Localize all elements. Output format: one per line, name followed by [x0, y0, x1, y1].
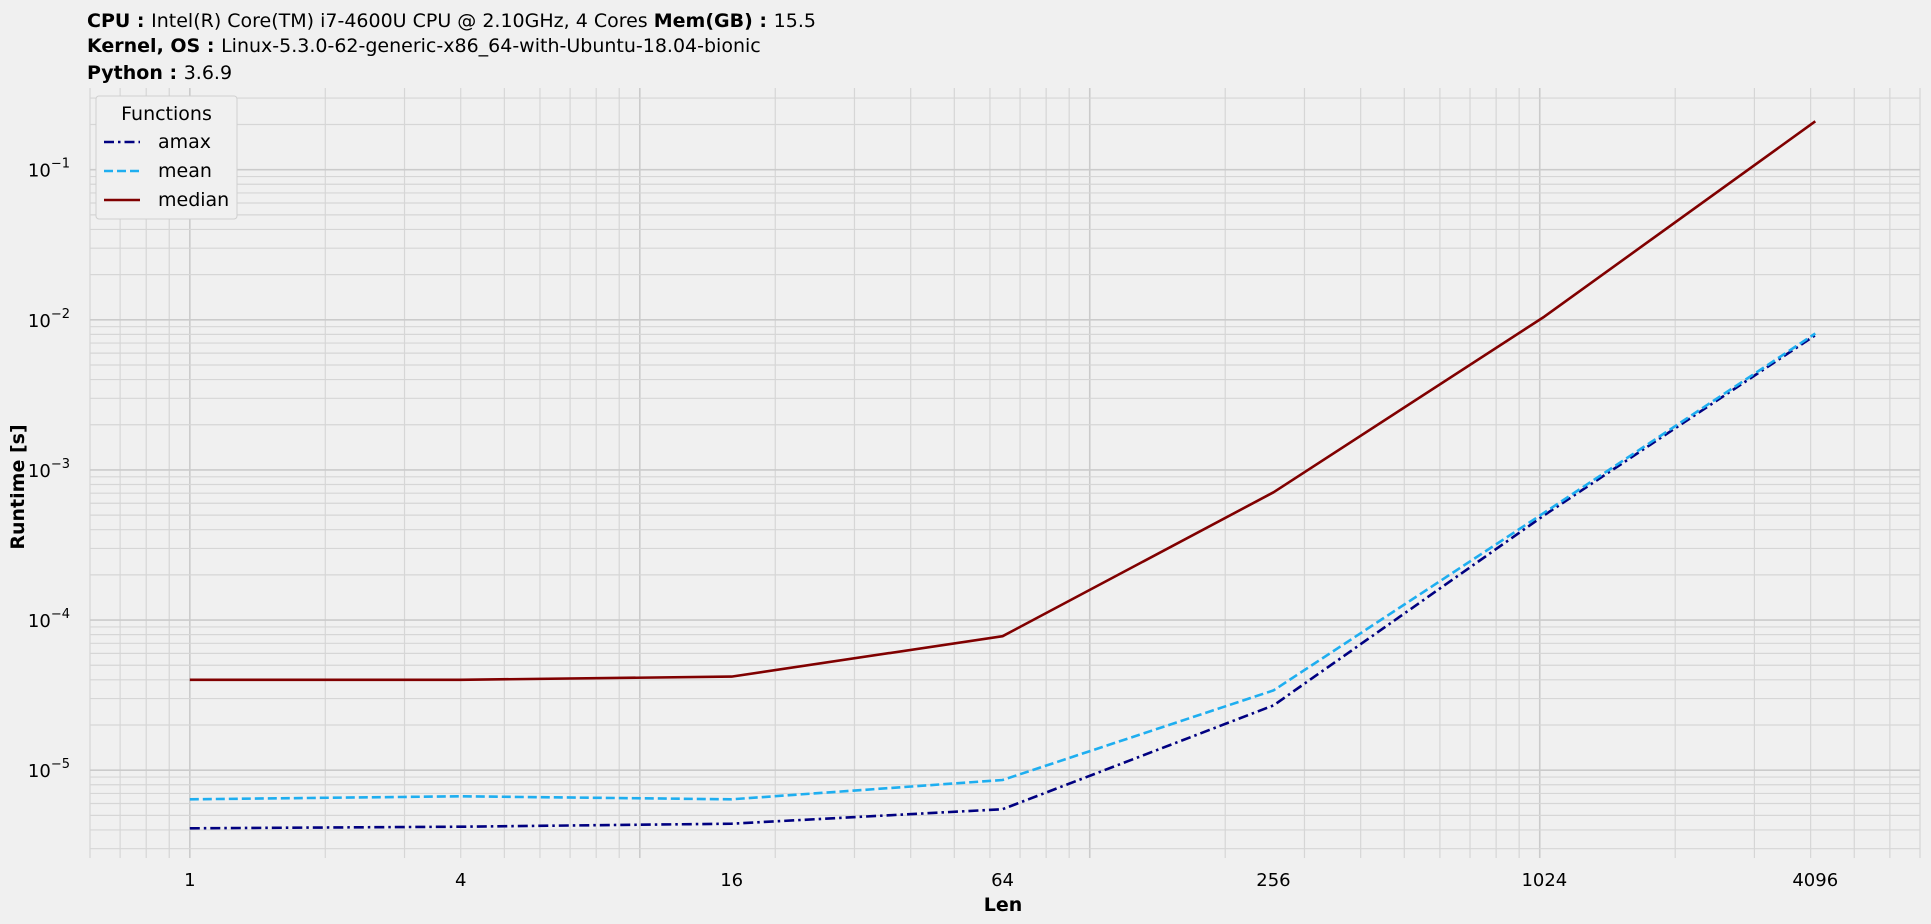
header-cpu-value: Intel(R) Core(TM) i7-4600U CPU @ 2.10GHz…	[151, 10, 648, 32]
y-tick-label: 10−4	[28, 607, 70, 632]
header-kernel-key: Kernel, OS	[87, 35, 200, 57]
x-tick-label: 1	[184, 870, 195, 891]
legend-label-mean: mean	[158, 160, 212, 182]
y-tick-label: 10−3	[28, 457, 70, 482]
legend-title: Functions	[121, 103, 212, 125]
series-group	[189, 120, 1817, 830]
y-tick-label: 10−1	[28, 157, 70, 182]
header-cpu-sep: :	[130, 10, 151, 32]
legend-box	[95, 95, 238, 220]
chart-header: CPU : Intel(R) Core(TM) i7-4600U CPU @ 2…	[87, 10, 816, 84]
header-mem-key: Mem(GB)	[654, 10, 753, 32]
header-line-2: Kernel, OS : Linux-5.3.0-62-generic-x86_…	[87, 35, 761, 57]
legend-label-amax: amax	[158, 131, 211, 153]
header-python-sep: :	[163, 62, 184, 84]
series-line-mean	[189, 332, 1817, 801]
series-line-median	[189, 120, 1817, 682]
header-cpu-key: CPU	[87, 10, 130, 32]
y-tick-label: 10−5	[28, 757, 70, 782]
y-axis-label: Runtime [s]	[7, 424, 29, 549]
x-tick-label: 64	[991, 870, 1014, 891]
x-tick-label: 4096	[1792, 870, 1838, 891]
x-tick-label: 256	[1256, 870, 1290, 891]
y-tick-label: 10−2	[28, 307, 70, 332]
header-mem-value: 15.5	[774, 10, 816, 32]
header-line-1: CPU : Intel(R) Core(TM) i7-4600U CPU @ 2…	[87, 10, 816, 32]
header-line-3: Python : 3.6.9	[87, 62, 232, 84]
x-tick-label: 16	[720, 870, 743, 891]
grid	[89, 88, 1921, 858]
header-kernel-sep: :	[200, 35, 221, 57]
x-tick-label: 4	[455, 870, 466, 891]
legend: Functions amax mean median	[95, 95, 238, 220]
x-tick-label: 1024	[1521, 870, 1567, 891]
legend-label-median: median	[158, 189, 229, 211]
x-axis-label: Len	[984, 894, 1023, 916]
header-python-value: 3.6.9	[184, 62, 232, 84]
header-mem-sep: :	[753, 10, 774, 32]
header-kernel-value: Linux-5.3.0-62-generic-x86_64-with-Ubunt…	[221, 35, 761, 57]
series-line-amax	[189, 334, 1817, 830]
header-python-key: Python	[87, 62, 163, 84]
y-tick-labels: 10−5 10−4 10−3 10−2 10−1	[28, 157, 70, 782]
x-tick-labels: 1 4 16 64 256 1024 4096	[184, 870, 1838, 891]
